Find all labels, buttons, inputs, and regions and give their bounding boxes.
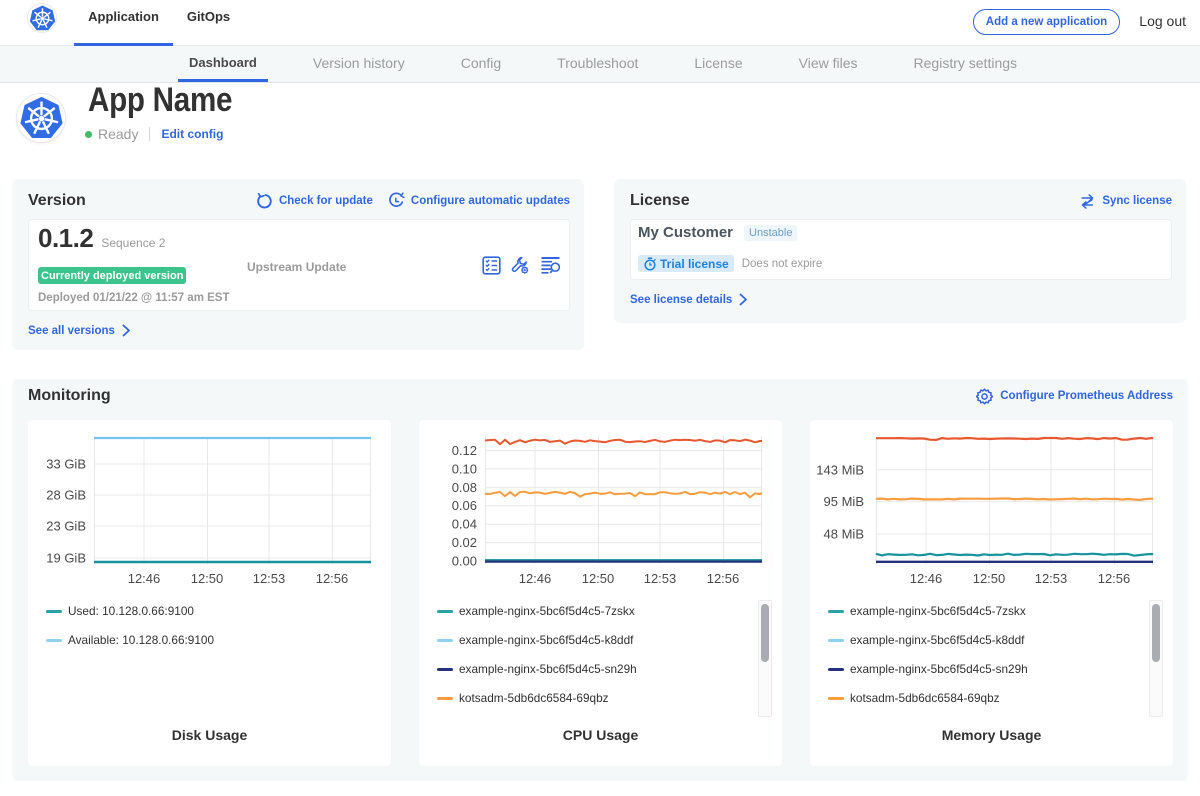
svg-text:33 GiB: 33 GiB <box>46 457 86 472</box>
svg-text:12:46: 12:46 <box>128 571 161 586</box>
svg-text:12:53: 12:53 <box>1035 571 1068 586</box>
svg-text:0.10: 0.10 <box>452 461 477 476</box>
svg-text:12:56: 12:56 <box>707 571 740 586</box>
svg-text:0.12: 0.12 <box>452 443 477 458</box>
svg-text:143 MiB: 143 MiB <box>816 462 864 477</box>
svg-text:19 GiB: 19 GiB <box>46 551 86 566</box>
svg-text:12:50: 12:50 <box>582 571 615 586</box>
svg-text:12:50: 12:50 <box>191 571 224 586</box>
svg-text:12:56: 12:56 <box>316 571 349 586</box>
svg-text:0.00: 0.00 <box>452 554 477 569</box>
svg-text:12:53: 12:53 <box>253 571 286 586</box>
svg-text:0.04: 0.04 <box>452 517 477 532</box>
svg-text:0.08: 0.08 <box>452 480 477 495</box>
svg-text:12:46: 12:46 <box>910 571 943 586</box>
svg-text:12:56: 12:56 <box>1098 571 1131 586</box>
svg-text:23 GiB: 23 GiB <box>46 519 86 534</box>
svg-text:0.06: 0.06 <box>452 498 477 513</box>
svg-text:12:53: 12:53 <box>644 571 677 586</box>
svg-text:0.02: 0.02 <box>452 535 477 550</box>
svg-text:28 GiB: 28 GiB <box>46 488 86 503</box>
svg-text:12:50: 12:50 <box>973 571 1006 586</box>
svg-text:95 MiB: 95 MiB <box>824 494 864 509</box>
svg-text:48 MiB: 48 MiB <box>824 527 864 542</box>
svg-text:12:46: 12:46 <box>519 571 552 586</box>
